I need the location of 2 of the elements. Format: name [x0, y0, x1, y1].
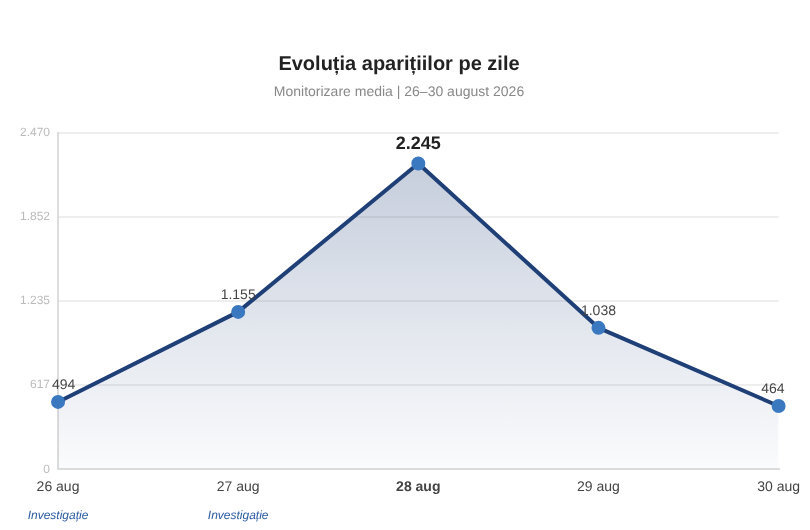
chart-title: Evoluția aparițiilor pe zile	[278, 53, 521, 76]
data-label: 2.245	[395, 133, 441, 154]
